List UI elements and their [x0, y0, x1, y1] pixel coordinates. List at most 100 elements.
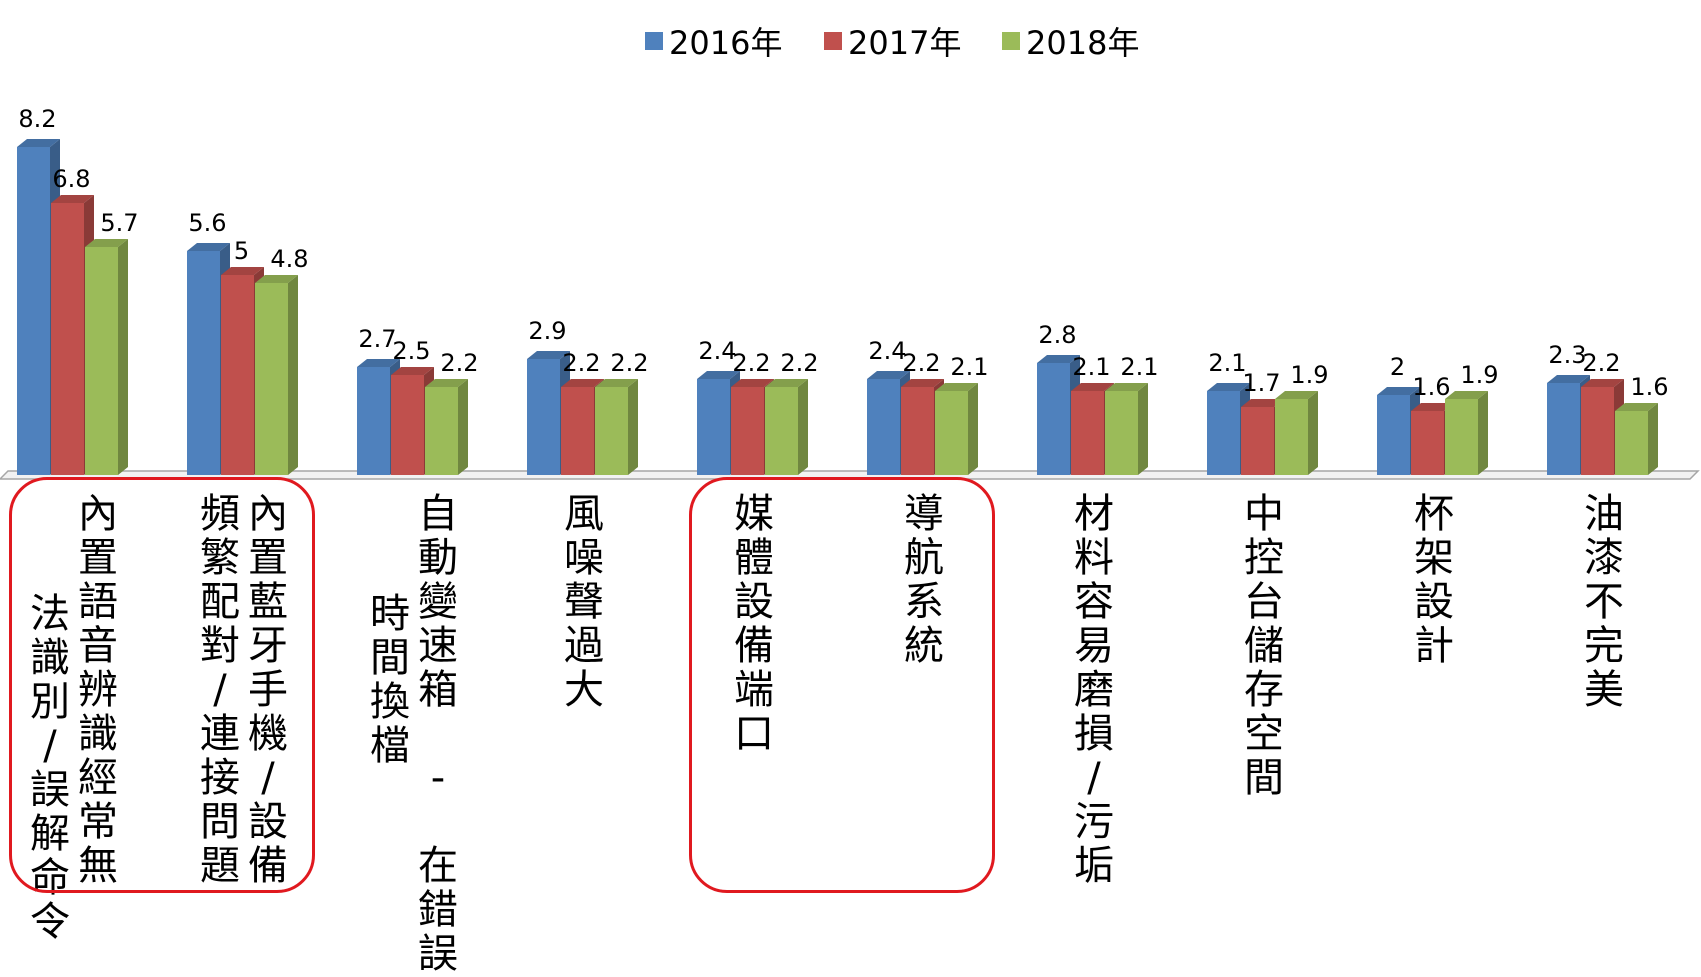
category-label-0: 內置語音辨識經常無法識別 / 誤解命令	[28, 492, 120, 944]
category-label-6: 材料容易磨損 / 污垢	[1072, 492, 1116, 888]
category-label-7: 中控台儲存空間	[1242, 492, 1286, 800]
bar-2018年-5	[935, 383, 978, 475]
bar-front	[1615, 411, 1648, 475]
data-label-2016年-3: 2.9	[528, 317, 566, 345]
category-label-line: 風噪聲過大	[564, 491, 604, 713]
bar-top	[357, 359, 400, 367]
data-label-2017年-2: 2.5	[392, 337, 430, 365]
bar-front	[1037, 363, 1070, 475]
bar-front	[391, 375, 424, 475]
bar-2018年-7	[1275, 391, 1318, 475]
data-label-2016年-9: 2.3	[1548, 341, 1586, 369]
bar-front	[901, 387, 934, 475]
bar-top	[51, 195, 94, 203]
bar-top	[1547, 375, 1590, 383]
bar-side	[288, 275, 298, 475]
bar-series-group	[17, 139, 1658, 475]
bar-side	[1478, 391, 1488, 475]
bar-top	[255, 275, 298, 283]
data-label-2018年-5: 2.1	[950, 353, 988, 381]
data-label-2016年-8: 2	[1390, 353, 1405, 381]
category-label-5: 導航系統	[902, 492, 946, 668]
category-label-line: 頻繁配對 / 連接問題	[200, 491, 240, 889]
bar-top	[1581, 379, 1624, 387]
data-label-2017年-6: 2.1	[1072, 353, 1110, 381]
bar-front	[595, 387, 628, 475]
bar-2018年-3	[595, 379, 638, 475]
category-label-line: 媒體設備端口	[734, 491, 774, 757]
category-label-3: 風噪聲過大	[562, 492, 606, 712]
bar-top	[391, 367, 434, 375]
category-label-line: 時間換檔	[370, 591, 410, 769]
bar-side	[968, 383, 978, 475]
legend-item-2018: 2018年	[1002, 18, 1139, 64]
bar-top	[221, 267, 264, 275]
legend-label-2017: 2017年	[848, 24, 962, 62]
bar-top	[1377, 387, 1420, 395]
data-label-2018年-4: 2.2	[780, 349, 818, 377]
bar-top	[17, 139, 60, 147]
bar-front	[1207, 391, 1240, 475]
bar-2018年-6	[1105, 383, 1148, 475]
bar-top	[765, 379, 808, 387]
data-label-2016年-4: 2.4	[698, 337, 736, 365]
category-label-8: 杯架設計	[1412, 492, 1456, 668]
data-label-2018年-7: 1.9	[1290, 361, 1328, 389]
data-label-2018年-2: 2.2	[440, 349, 478, 377]
legend-item-2016: 2016年	[645, 18, 782, 64]
bar-front	[1071, 391, 1104, 475]
data-label-2017年-5: 2.2	[902, 349, 940, 377]
bar-front	[697, 379, 730, 475]
data-label-2016年-0: 8.2	[18, 105, 56, 133]
bar-front	[527, 359, 560, 475]
data-label-2018年-3: 2.2	[610, 349, 648, 377]
bar-front	[425, 387, 458, 475]
bar-side	[1648, 403, 1658, 475]
bar-side	[798, 379, 808, 475]
bar-top	[697, 371, 740, 379]
bar-front	[357, 367, 390, 475]
category-label-line: 內置語音辨識經常無	[78, 491, 118, 889]
data-label-2018年-9: 1.6	[1630, 373, 1668, 401]
bar-front	[1377, 395, 1410, 475]
data-label-2018年-8: 1.9	[1460, 361, 1498, 389]
data-label-2017年-4: 2.2	[732, 349, 770, 377]
data-labels-group: 8.26.85.7 5.65 4.82.72.5 2.22.92.2 2.2 2.42.2…	[18, 105, 1668, 401]
data-label-2016年-6: 2.8	[1038, 321, 1076, 349]
data-label-2017年-3: 2.2	[562, 349, 600, 377]
bar-top	[1105, 383, 1148, 391]
bar-front	[85, 247, 118, 475]
bar-2018年-4	[765, 379, 808, 475]
bar-2018年-8	[1445, 391, 1488, 475]
bar-front	[765, 387, 798, 475]
bar-front	[17, 147, 50, 475]
category-label-9: 油漆不完美	[1582, 492, 1626, 712]
data-label-2017年-8: 1.6	[1412, 373, 1450, 401]
data-label-2017年-9: 2.2	[1582, 349, 1620, 377]
bar-side	[458, 379, 468, 475]
data-label-2018年-6: 2.1	[1120, 353, 1158, 381]
data-label-2018年-1: 4.8	[270, 245, 308, 273]
bar-front	[1105, 391, 1138, 475]
bar-front	[221, 275, 254, 475]
category-label-line: 油漆不完美	[1584, 491, 1624, 713]
bar-2018年-2	[425, 379, 468, 475]
bar-chart: 8.26.85.7 5.65 4.82.72.5 2.22.92.2 2.2 2.42.2…	[0, 105, 1700, 480]
category-label-line: 中控台儲存空間	[1244, 491, 1284, 801]
legend-swatch-2016	[645, 32, 663, 50]
legend-label-2018: 2018年	[1026, 24, 1140, 62]
bar-front	[255, 283, 288, 475]
bar-side	[1308, 391, 1318, 475]
bar-top	[1037, 355, 1080, 363]
highlight-box-1	[689, 477, 995, 893]
legend-label-2016: 2016年	[669, 24, 783, 62]
bar-side	[1138, 383, 1148, 475]
bar-front	[731, 387, 764, 475]
bar-top	[1411, 403, 1454, 411]
bar-top	[1445, 391, 1488, 399]
legend-item-2017: 2017年	[824, 18, 961, 64]
bar-front	[561, 387, 594, 475]
data-label-2016年-2: 2.7	[358, 325, 396, 353]
bar-front	[187, 251, 220, 475]
bar-top	[901, 379, 944, 387]
